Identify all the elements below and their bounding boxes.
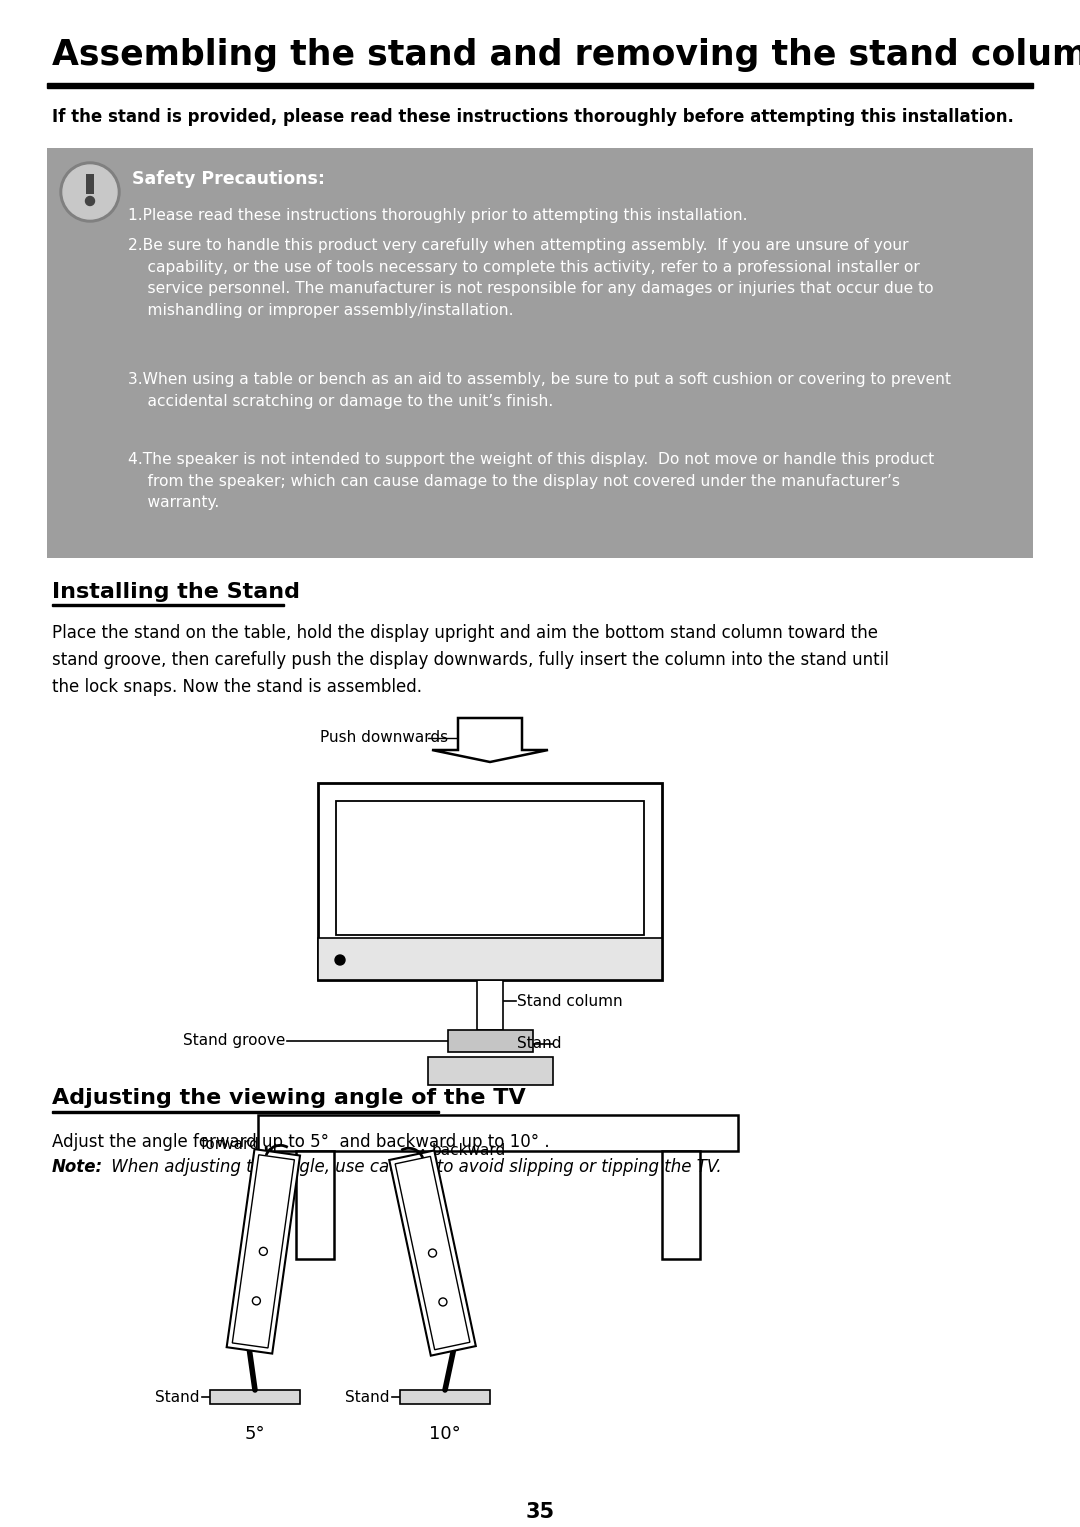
Bar: [52, 603, 284, 606]
Bar: [428, 1057, 553, 1086]
Circle shape: [85, 197, 95, 206]
Text: Place the stand on the table, hold the display upright and aim the bottom stand : Place the stand on the table, hold the d…: [52, 625, 889, 696]
Text: 2.Be sure to handle this product very carefully when attempting assembly.  If yo: 2.Be sure to handle this product very ca…: [129, 238, 933, 318]
Text: Adjusting the viewing angle of the TV: Adjusting the viewing angle of the TV: [52, 1089, 526, 1109]
Text: When adjusting the angle, use caution to avoid slipping or tipping the TV.: When adjusting the angle, use caution to…: [106, 1157, 721, 1176]
Text: Push downwards: Push downwards: [320, 730, 448, 745]
Bar: [318, 783, 662, 980]
Text: 10°: 10°: [429, 1425, 461, 1443]
Bar: [477, 980, 503, 1031]
Bar: [447, 1031, 532, 1052]
Bar: [48, 148, 1032, 557]
Polygon shape: [232, 1154, 295, 1348]
Text: If the stand is provided, please read these instructions thoroughly before attem: If the stand is provided, please read th…: [52, 108, 1014, 127]
Text: Assembling the stand and removing the stand column(Option): Assembling the stand and removing the st…: [52, 38, 1080, 72]
Text: Stand: Stand: [346, 1390, 390, 1405]
Bar: [662, 1151, 700, 1258]
Text: Installing the Stand: Installing the Stand: [52, 582, 300, 602]
Text: forward: forward: [201, 1136, 259, 1151]
Bar: [296, 1151, 334, 1258]
Bar: [258, 1115, 738, 1151]
Bar: [400, 1390, 490, 1403]
Bar: [318, 938, 662, 980]
Bar: [336, 802, 644, 935]
Polygon shape: [227, 1150, 300, 1353]
Bar: [86, 174, 94, 194]
Circle shape: [429, 1249, 436, 1257]
Text: 3.When using a table or bench as an aid to assembly, be sure to put a soft cushi: 3.When using a table or bench as an aid …: [129, 373, 951, 409]
Circle shape: [438, 1298, 447, 1306]
Text: 4.The speaker is not intended to support the weight of this display.  Do not mov: 4.The speaker is not intended to support…: [129, 452, 934, 510]
Text: 35: 35: [526, 1503, 554, 1522]
Text: backward: backward: [432, 1142, 507, 1157]
Circle shape: [259, 1248, 268, 1255]
Text: 5°: 5°: [245, 1425, 266, 1443]
Text: Stand column: Stand column: [517, 994, 623, 1008]
Polygon shape: [395, 1156, 470, 1350]
Text: 1.Please read these instructions thoroughly prior to attempting this installatio: 1.Please read these instructions thoroug…: [129, 208, 747, 223]
Polygon shape: [389, 1150, 476, 1356]
Circle shape: [60, 162, 120, 221]
Text: Safety Precautions:: Safety Precautions:: [132, 169, 325, 188]
Circle shape: [253, 1296, 260, 1306]
Text: Note:: Note:: [52, 1157, 103, 1176]
Text: Stand groove: Stand groove: [183, 1034, 285, 1049]
Circle shape: [335, 954, 345, 965]
Bar: [48, 82, 1032, 89]
Bar: [210, 1390, 300, 1403]
Text: Stand: Stand: [156, 1390, 200, 1405]
Bar: [52, 1110, 438, 1113]
Text: Adjust the angle forward up to 5°  and backward up to 10° .: Adjust the angle forward up to 5° and ba…: [52, 1133, 550, 1151]
Text: Stand: Stand: [517, 1037, 562, 1052]
Circle shape: [63, 165, 117, 218]
Polygon shape: [432, 718, 548, 762]
